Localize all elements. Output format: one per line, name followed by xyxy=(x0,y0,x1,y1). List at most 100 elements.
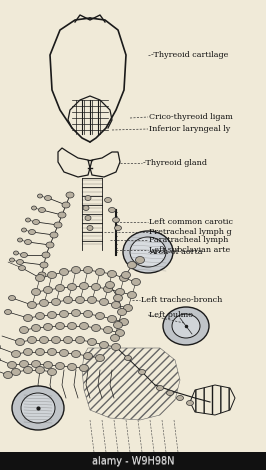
Ellipse shape xyxy=(80,322,89,329)
Ellipse shape xyxy=(58,212,66,218)
Ellipse shape xyxy=(54,222,62,228)
Ellipse shape xyxy=(85,216,91,220)
Ellipse shape xyxy=(7,361,16,368)
Ellipse shape xyxy=(14,251,19,255)
Ellipse shape xyxy=(84,266,93,274)
Ellipse shape xyxy=(31,360,40,368)
Ellipse shape xyxy=(119,319,128,326)
Ellipse shape xyxy=(85,196,91,201)
Ellipse shape xyxy=(72,310,81,316)
Ellipse shape xyxy=(130,237,166,267)
Ellipse shape xyxy=(103,327,113,334)
Ellipse shape xyxy=(44,287,52,293)
Ellipse shape xyxy=(76,297,85,304)
Text: Paratracheal lymph: Paratracheal lymph xyxy=(149,236,228,244)
Text: Inferior laryngeal ly: Inferior laryngeal ly xyxy=(149,125,230,133)
Ellipse shape xyxy=(64,297,73,304)
Ellipse shape xyxy=(114,226,122,230)
Ellipse shape xyxy=(88,297,97,304)
Ellipse shape xyxy=(109,207,115,212)
Ellipse shape xyxy=(23,314,32,321)
Ellipse shape xyxy=(186,400,193,406)
Text: Left common carotic: Left common carotic xyxy=(149,218,233,226)
Text: Left subclavian arte: Left subclavian arte xyxy=(149,246,230,254)
Ellipse shape xyxy=(105,197,111,203)
Ellipse shape xyxy=(83,205,89,211)
Ellipse shape xyxy=(107,315,117,322)
Ellipse shape xyxy=(9,296,15,300)
Ellipse shape xyxy=(177,395,184,400)
Ellipse shape xyxy=(107,271,117,277)
Text: alamy - W9H98N: alamy - W9H98N xyxy=(92,456,174,466)
Ellipse shape xyxy=(50,232,58,238)
Ellipse shape xyxy=(31,206,36,210)
Ellipse shape xyxy=(16,259,23,265)
Ellipse shape xyxy=(103,285,113,292)
Ellipse shape xyxy=(38,194,43,198)
Ellipse shape xyxy=(115,329,124,337)
Ellipse shape xyxy=(106,282,114,289)
Ellipse shape xyxy=(95,354,105,361)
Ellipse shape xyxy=(60,350,69,357)
Ellipse shape xyxy=(118,308,127,315)
Ellipse shape xyxy=(26,218,31,222)
Ellipse shape xyxy=(39,299,48,306)
Ellipse shape xyxy=(15,338,24,345)
Ellipse shape xyxy=(111,301,120,308)
Ellipse shape xyxy=(12,386,64,430)
Ellipse shape xyxy=(11,351,20,358)
Ellipse shape xyxy=(114,295,123,301)
Ellipse shape xyxy=(87,226,93,230)
Ellipse shape xyxy=(39,337,48,344)
Ellipse shape xyxy=(27,337,36,344)
Ellipse shape xyxy=(35,348,44,355)
Ellipse shape xyxy=(88,338,97,345)
Text: Arch of aorta: Arch of aorta xyxy=(149,248,202,256)
Ellipse shape xyxy=(72,351,81,358)
Ellipse shape xyxy=(56,322,64,329)
Ellipse shape xyxy=(139,369,146,375)
Polygon shape xyxy=(0,452,266,470)
Ellipse shape xyxy=(76,337,85,344)
Ellipse shape xyxy=(123,231,173,273)
Ellipse shape xyxy=(42,252,50,258)
Ellipse shape xyxy=(60,268,69,275)
Ellipse shape xyxy=(56,362,64,369)
Ellipse shape xyxy=(48,348,56,355)
Ellipse shape xyxy=(44,323,52,330)
Ellipse shape xyxy=(68,322,77,329)
Ellipse shape xyxy=(22,228,27,232)
Ellipse shape xyxy=(99,298,109,306)
Ellipse shape xyxy=(131,279,140,285)
Ellipse shape xyxy=(52,298,60,306)
Ellipse shape xyxy=(10,258,15,262)
Ellipse shape xyxy=(23,367,32,374)
Ellipse shape xyxy=(84,311,93,318)
Text: Pretracheal lymph g: Pretracheal lymph g xyxy=(149,228,232,236)
Ellipse shape xyxy=(38,272,46,278)
Ellipse shape xyxy=(156,385,164,391)
Ellipse shape xyxy=(135,257,144,264)
Ellipse shape xyxy=(92,324,101,331)
Ellipse shape xyxy=(40,262,48,268)
Ellipse shape xyxy=(66,192,74,198)
Ellipse shape xyxy=(27,301,36,308)
Ellipse shape xyxy=(64,337,73,344)
Ellipse shape xyxy=(24,240,31,244)
Ellipse shape xyxy=(31,324,40,331)
Ellipse shape xyxy=(115,289,124,296)
Ellipse shape xyxy=(18,238,23,242)
Ellipse shape xyxy=(99,342,109,348)
Ellipse shape xyxy=(72,266,81,274)
Ellipse shape xyxy=(19,327,28,334)
Ellipse shape xyxy=(11,368,20,376)
Ellipse shape xyxy=(119,274,128,282)
Ellipse shape xyxy=(44,196,52,201)
Ellipse shape xyxy=(56,284,64,291)
Ellipse shape xyxy=(20,252,27,258)
Ellipse shape xyxy=(110,335,119,342)
Ellipse shape xyxy=(127,291,136,298)
Ellipse shape xyxy=(35,313,44,320)
Ellipse shape xyxy=(48,272,56,279)
Ellipse shape xyxy=(3,371,13,378)
